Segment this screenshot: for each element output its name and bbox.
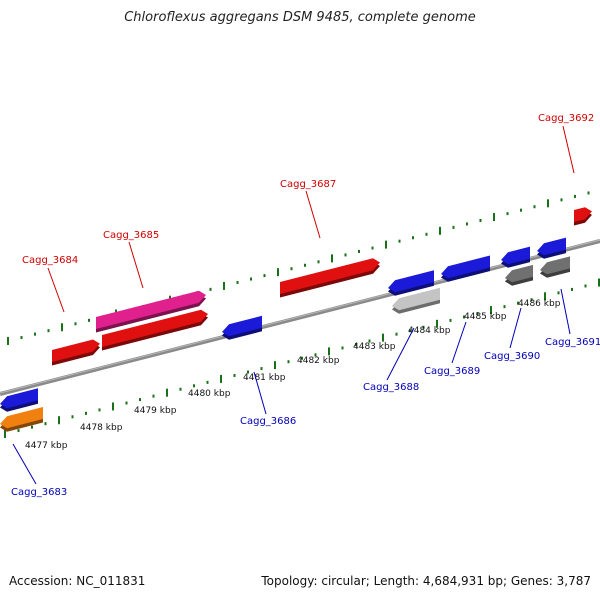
gene-label-cagg-3689: Cagg_3689 — [424, 366, 480, 377]
gene-cagg-3689-body — [441, 255, 490, 279]
scale-label-5: 4482 kbp — [297, 356, 340, 366]
scale-label-3: 4480 kbp — [188, 389, 231, 399]
genome-axis — [0, 239, 600, 396]
scale-label-1: 4478 kbp — [80, 423, 123, 433]
gene-cagg-3685b — [102, 309, 208, 351]
scale-label-7: 4484 kbp — [408, 326, 451, 336]
scale-label-0: 4477 kbp — [25, 441, 68, 451]
leader-line-1 — [128, 241, 144, 289]
accession-label: Accession: NC_011831 — [9, 574, 146, 588]
gene-cagg-3684-body — [52, 339, 100, 362]
gene-cagg-3685-body — [96, 290, 206, 329]
leader-line-5 — [253, 371, 267, 415]
scale-label-4: 4481 kbp — [243, 373, 286, 383]
gene-cagg-3688b — [392, 287, 440, 314]
gene-cagg-3688b-body — [392, 287, 440, 311]
gene-cagg-3685 — [96, 290, 206, 333]
gene-cagg-3688-body — [388, 270, 434, 293]
leader-line-9 — [560, 288, 571, 335]
gene-cagg-3691 — [537, 237, 566, 259]
scale-label-2: 4479 kbp — [134, 406, 177, 416]
scale-label-6: 4483 kbp — [353, 342, 396, 352]
leader-line-2 — [305, 190, 321, 239]
gene-label-cagg-3685: Cagg_3685 — [103, 230, 159, 241]
gene-cagg-3690b — [505, 264, 533, 286]
gene-cagg-3684 — [52, 339, 100, 366]
inner-tick-track — [4, 278, 600, 438]
genome-title: Chloroflexus aggregans DSM 9485, complet… — [124, 10, 476, 25]
gene-label-cagg-3683: Cagg_3683 — [11, 487, 67, 498]
scale-label-8: 4485 kbp — [464, 312, 507, 322]
gene-cagg-3690-body — [501, 246, 530, 265]
gene-cagg-3690 — [501, 246, 530, 268]
gene-cagg-3690b-body — [505, 264, 533, 283]
gene-cagg-3683b-body — [0, 407, 43, 429]
genome-summary: Topology: circular; Length: 4,684,931 bp… — [261, 574, 591, 588]
leader-line-4 — [12, 443, 37, 485]
leader-line-7 — [451, 321, 467, 364]
gene-cagg-3683-body — [0, 388, 38, 409]
gene-cagg-3683b — [0, 407, 43, 432]
leader-line-3 — [562, 125, 575, 174]
gene-cagg-3686 — [222, 315, 262, 340]
gene-cagg-3691-body — [537, 237, 566, 256]
gene-label-cagg-3688: Cagg_3688 — [363, 382, 419, 393]
gene-label-cagg-3690: Cagg_3690 — [484, 351, 540, 362]
gene-cagg-3683 — [0, 388, 38, 412]
scale-label-9: 4486 kbp — [518, 299, 561, 309]
gene-label-cagg-3692: Cagg_3692 — [538, 113, 594, 124]
gene-cagg-3687-body — [280, 258, 380, 294]
gene-cagg-3691b — [540, 256, 570, 278]
gene-label-cagg-3684: Cagg_3684 — [22, 255, 78, 266]
gene-cagg-3692-body — [574, 207, 592, 222]
genome-axis-highlight — [0, 239, 600, 394]
leader-line-8 — [509, 307, 522, 349]
leader-line-6 — [386, 327, 415, 381]
gene-cagg-3689 — [441, 255, 490, 282]
gene-cagg-3688 — [388, 270, 434, 296]
gene-cagg-3691b-body — [540, 256, 570, 275]
gene-label-cagg-3687: Cagg_3687 — [280, 179, 336, 190]
leader-line-0 — [47, 267, 65, 313]
gene-label-cagg-3691: Cagg_3691 — [545, 337, 600, 348]
gene-cagg-3686-body — [222, 315, 262, 337]
gene-cagg-3692 — [574, 207, 592, 226]
gene-label-cagg-3686: Cagg_3686 — [240, 416, 296, 427]
gene-cagg-3687 — [280, 258, 380, 298]
gene-cagg-3685b-body — [102, 309, 208, 347]
